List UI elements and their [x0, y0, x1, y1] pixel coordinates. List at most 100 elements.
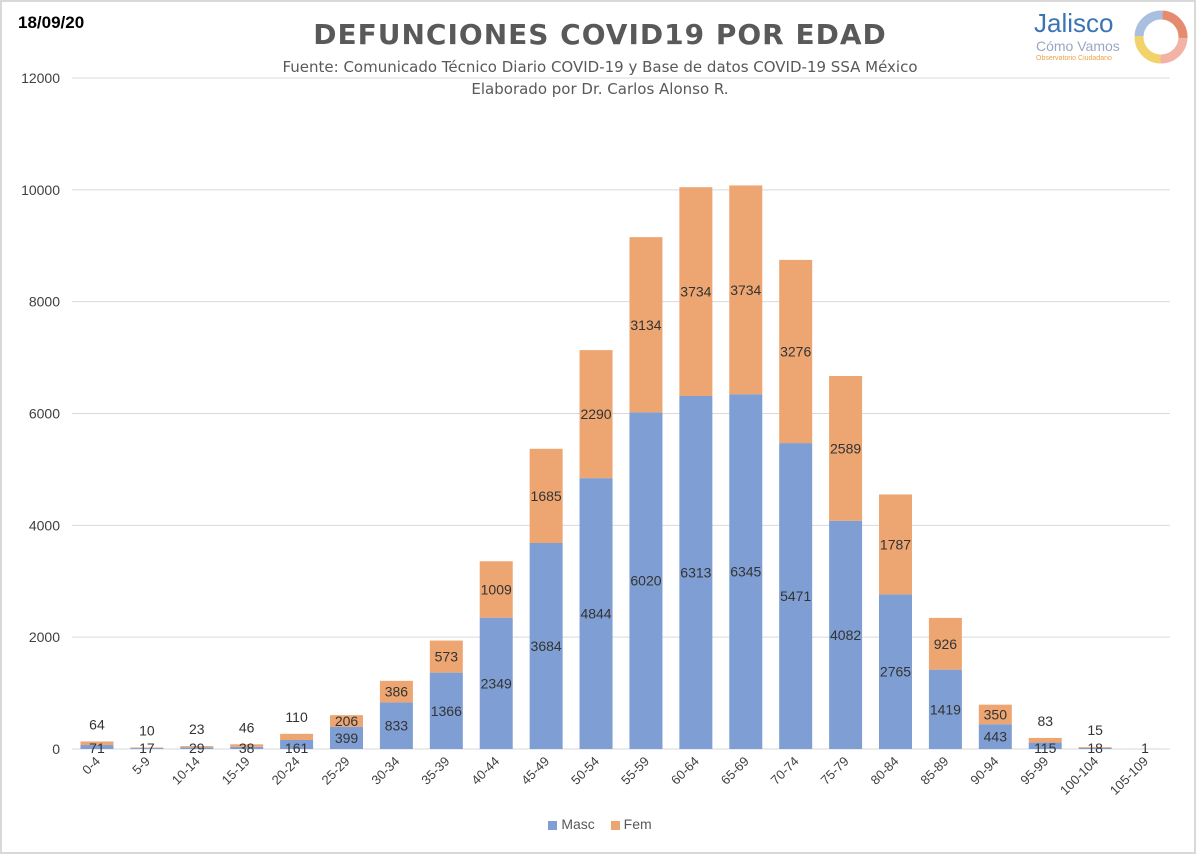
x-tick-label: 95-99: [1017, 754, 1051, 788]
x-tick-label: 65-69: [718, 754, 752, 788]
data-label-masc: 1419: [930, 701, 961, 717]
data-label-fem: 110: [285, 709, 308, 725]
data-label-fem: 64: [89, 716, 105, 732]
data-label-fem: 3734: [680, 284, 711, 300]
bar-fem: [879, 494, 912, 595]
y-tick-label: 10000: [21, 182, 60, 198]
bar-masc: [180, 747, 214, 749]
bar-masc: [429, 672, 463, 749]
bar-fem: [280, 733, 314, 740]
data-label-masc: 2765: [880, 664, 911, 680]
bar-masc: [80, 745, 114, 749]
x-tick-label: 80-84: [868, 754, 902, 788]
y-tick-label: 0: [52, 741, 60, 757]
x-tick-label: 5-9: [129, 754, 153, 778]
legend: Masc Fem: [0, 816, 1200, 832]
data-label-fem: 3276: [780, 343, 811, 359]
bar-fem: [729, 185, 763, 395]
data-label-fem: 573: [435, 649, 459, 665]
bar-masc: [829, 520, 863, 749]
x-tick-label: 45-49: [518, 754, 552, 788]
data-label-masc: 6313: [680, 564, 711, 580]
x-tick-label: 35-39: [418, 754, 452, 788]
bar-masc: [978, 724, 1012, 749]
legend-label-masc: Masc: [561, 816, 595, 832]
chart-title: DEFUNCIONES COVID19 POR EDAD: [313, 18, 887, 51]
data-label-fem: 1787: [880, 536, 911, 552]
logo-text-observatorio: Observatorio Ciudadano: [1036, 55, 1112, 62]
x-tick-label: 10-14: [169, 754, 203, 788]
data-label-masc: 38: [239, 740, 255, 756]
x-tick-label: 40-44: [468, 754, 502, 788]
data-label-fem: 350: [984, 706, 1008, 722]
data-label-fem: 15: [1087, 722, 1103, 738]
data-label-fem: 3734: [730, 282, 761, 298]
data-label-masc: 17: [139, 740, 155, 756]
bar-fem: [429, 640, 463, 673]
x-tick-label: 55-59: [618, 754, 652, 788]
bar-fem: [180, 746, 214, 748]
bar-masc: [779, 443, 813, 749]
legend-label-fem: Fem: [623, 816, 652, 832]
data-label-masc: 115: [1034, 740, 1057, 756]
x-tick-label: 50-54: [568, 754, 602, 788]
data-label-masc: 6345: [730, 564, 761, 580]
data-label-masc: 4844: [580, 606, 611, 622]
legend-swatch-masc: [548, 820, 558, 830]
data-label-masc: 161: [285, 740, 309, 756]
legend-item-fem: Fem: [610, 816, 652, 832]
bar-masc: [679, 395, 713, 749]
bar-fem: [679, 187, 713, 396]
bar-masc: [130, 748, 164, 749]
chart-subtitle-source: Fuente: Comunicado Técnico Diario COVID-…: [282, 58, 918, 76]
data-label-fem: 1685: [531, 488, 562, 504]
y-tick-label: 8000: [29, 294, 60, 310]
bar-fem: [579, 350, 613, 479]
x-tick-label: 0-4: [79, 754, 103, 778]
data-label-fem: 10: [139, 722, 155, 738]
x-tick-label: 60-64: [668, 754, 702, 788]
x-tick-label: 100-104: [1057, 754, 1101, 798]
bar-fem: [130, 747, 164, 749]
bar-fem: [80, 741, 114, 746]
data-label-masc: 5471: [780, 588, 811, 604]
data-label-fem: 3134: [630, 317, 661, 333]
y-tick-label: 6000: [29, 406, 60, 422]
date-label: 18/09/20: [18, 13, 85, 32]
legend-swatch-fem: [610, 820, 620, 830]
legend-item-masc: Masc: [548, 816, 595, 832]
data-label-fem: 46: [239, 719, 255, 735]
bar-fem: [529, 448, 563, 544]
bar-masc: [479, 617, 513, 749]
bar-masc: [280, 739, 314, 749]
x-tick-label: 30-34: [368, 754, 402, 788]
chart-subtitle-author: Elaborado por Dr. Carlos Alonso R.: [471, 80, 729, 98]
bar-fem: [928, 617, 962, 670]
bar-masc: [230, 746, 264, 749]
x-tick-label: 15-19: [219, 754, 253, 788]
data-label-masc: 833: [385, 718, 409, 734]
bar-masc: [529, 543, 563, 749]
x-tick-label: 85-89: [917, 754, 951, 788]
x-tick-label: 25-29: [319, 754, 353, 788]
bar-masc: [379, 702, 413, 749]
bar-fem: [1028, 737, 1062, 743]
y-tick-label: 2000: [29, 629, 60, 645]
bar-fem: [1078, 747, 1112, 748]
bar-masc: [729, 394, 763, 749]
logo-ring-icon: [1134, 10, 1188, 64]
data-label-masc: 6020: [630, 573, 661, 589]
x-tick-label: 90-94: [967, 754, 1001, 788]
data-label-masc: 443: [984, 729, 1008, 745]
data-label-fem: 2290: [580, 406, 611, 422]
data-label-masc: 4082: [830, 627, 861, 643]
bar-fem: [829, 375, 863, 521]
data-label-masc: 2349: [481, 675, 512, 691]
bar-fem: [479, 561, 513, 618]
data-label-masc: 399: [335, 730, 359, 746]
x-tick-label: 70-74: [768, 754, 802, 788]
data-label-masc: 29: [189, 740, 205, 756]
data-label-masc: 1366: [431, 703, 462, 719]
